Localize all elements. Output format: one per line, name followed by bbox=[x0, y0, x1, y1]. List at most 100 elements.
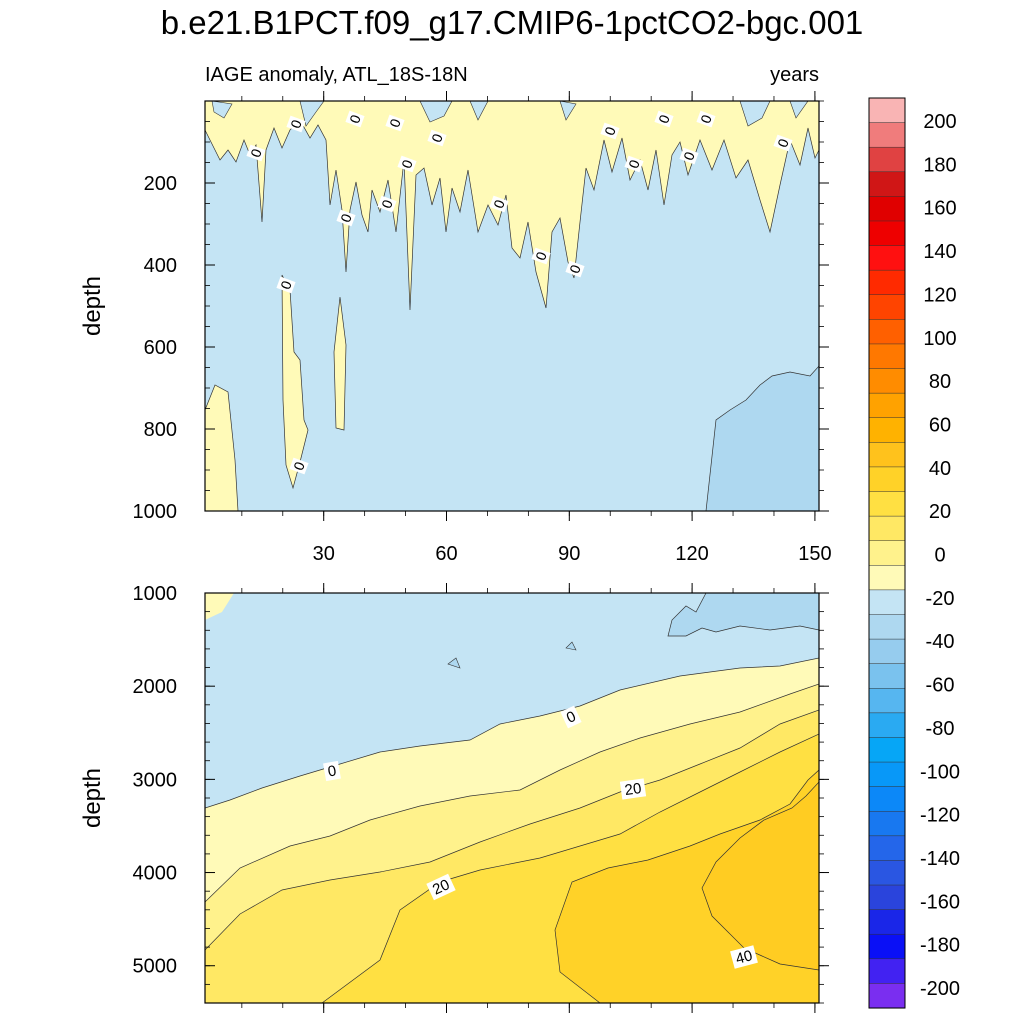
upper-positive-column bbox=[333, 296, 347, 431]
y-tick-label: 3000 bbox=[133, 769, 178, 791]
colorbar-swatch bbox=[868, 97, 906, 124]
colorbar-swatch bbox=[868, 269, 906, 296]
colorbar-label: 0 bbox=[934, 545, 945, 567]
colorbar-label: 200 bbox=[923, 111, 956, 133]
svg-text:40: 40 bbox=[734, 947, 755, 968]
upper-blue-pocket bbox=[559, 101, 577, 121]
y-tick-label: 1000 bbox=[133, 583, 178, 605]
contour-label: 0 bbox=[323, 760, 341, 782]
upper-positive-column bbox=[205, 384, 239, 511]
y-tick-label: 4000 bbox=[133, 863, 178, 885]
colorbar-swatch bbox=[868, 540, 906, 566]
colorbar-frame bbox=[868, 97, 906, 1009]
contour-label: 0 bbox=[696, 110, 716, 128]
contour-label: 0 bbox=[385, 114, 405, 132]
colorbar-label: -100 bbox=[920, 761, 960, 783]
contour-label: 0 bbox=[377, 195, 397, 213]
colorbar-swatch bbox=[868, 146, 906, 173]
colorbar-swatch bbox=[868, 983, 906, 1009]
colorbar-swatch bbox=[868, 319, 906, 345]
colorbar-swatch bbox=[868, 958, 906, 984]
colorbar-label: -20 bbox=[926, 588, 955, 610]
chart-title: b.e21.B1PCT.f09_g17.CMIP6-1pctCO2-bgc.00… bbox=[160, 4, 864, 41]
colorbar-swatch bbox=[868, 933, 906, 960]
colorbar-label: 180 bbox=[923, 154, 956, 176]
lower-negative-spot bbox=[565, 641, 577, 651]
upper-panel-plot bbox=[205, 101, 819, 511]
colorbar-swatch bbox=[868, 491, 906, 517]
colorbar-swatch bbox=[868, 589, 906, 616]
colorbar-label: 160 bbox=[923, 198, 956, 220]
colorbar-swatch bbox=[868, 294, 906, 320]
colorbar-label: -180 bbox=[920, 935, 960, 957]
x-tick-label: 90 bbox=[558, 543, 580, 565]
colorbar-swatch bbox=[868, 810, 906, 837]
lower-contour-labels: 0 0 20 20 40 bbox=[323, 705, 758, 969]
colorbar-label: 140 bbox=[923, 241, 956, 263]
y-tick-label: 600 bbox=[144, 337, 177, 359]
contour-label: 0 bbox=[600, 122, 620, 140]
lower-axes: 1000 20 0 0 3000 4000 5000 bbox=[133, 583, 829, 1013]
colorbar-swatch bbox=[868, 638, 906, 665]
colorbar-swatch bbox=[868, 688, 906, 714]
colorbar-label: 20 bbox=[929, 501, 951, 523]
x-tick-label: 120 bbox=[675, 543, 708, 565]
colorbar: 200180160140120100806040200-20-40-60-80-… bbox=[868, 97, 960, 1009]
colorbar-label: -40 bbox=[926, 631, 955, 653]
y-tick-label: 200 bbox=[144, 173, 177, 195]
upper-axes: 200 400 600 800 1000 bbox=[133, 91, 829, 523]
colorbar-label: -120 bbox=[920, 805, 960, 827]
upper-blue-pocket bbox=[299, 101, 325, 127]
upper-negative-region bbox=[705, 365, 819, 511]
colorbar-swatch bbox=[868, 515, 906, 542]
contour-label: 0 bbox=[560, 705, 582, 729]
y-tick-label: 400 bbox=[144, 255, 177, 277]
contour-label: 0 bbox=[679, 147, 699, 165]
lower-negative-spot bbox=[447, 657, 461, 669]
colorbar-swatch bbox=[868, 712, 906, 739]
upper-blue-pocket bbox=[211, 101, 233, 119]
colorbar-label: 80 bbox=[929, 371, 951, 393]
lower-positive-corner bbox=[205, 593, 234, 620]
colorbar-label: 60 bbox=[929, 414, 951, 436]
colorbar-swatch bbox=[868, 565, 906, 591]
svg-text:20: 20 bbox=[624, 780, 643, 799]
contour-label: 0 bbox=[624, 155, 644, 173]
contour-label: 20 bbox=[426, 873, 456, 901]
lower-panel-plot bbox=[205, 593, 819, 1003]
x-tick-label: 150 bbox=[798, 543, 831, 565]
colorbar-label: -60 bbox=[926, 675, 955, 697]
contour-label: 0 bbox=[246, 144, 266, 162]
contour-label: 0 bbox=[565, 260, 585, 278]
upper-y-axis-label: depth bbox=[79, 276, 106, 336]
colorbar-label: 100 bbox=[923, 328, 956, 350]
colorbar-swatch bbox=[868, 761, 906, 788]
contour-label: 0 bbox=[397, 155, 417, 173]
lower-negative-region bbox=[667, 593, 819, 637]
colorbar-swatch bbox=[868, 614, 906, 640]
contour-label: 0 bbox=[654, 110, 674, 128]
upper-positive-column bbox=[281, 274, 309, 490]
colorbar-swatch bbox=[868, 417, 906, 443]
colorbar-swatch bbox=[868, 368, 906, 394]
upper-blue-pocket bbox=[469, 101, 489, 121]
colorbar-swatch bbox=[868, 860, 906, 886]
contour-label: 20 bbox=[619, 778, 647, 800]
colorbar-swatch bbox=[868, 786, 906, 812]
colorbar-swatch bbox=[868, 909, 906, 935]
colorbar-label: 40 bbox=[929, 458, 951, 480]
y-tick-label: 5000 bbox=[133, 956, 178, 978]
upper-blue-pocket bbox=[419, 101, 453, 123]
colorbar-swatch bbox=[868, 343, 906, 370]
subtitle-left: IAGE anomaly, ATL_18S-18N bbox=[205, 64, 468, 86]
colorbar-swatch bbox=[868, 466, 906, 493]
colorbar-label: -200 bbox=[920, 978, 960, 1000]
colorbar-swatch bbox=[868, 663, 906, 689]
x-tick-labels: 30 60 90 120 150 bbox=[313, 543, 832, 565]
colorbar-label: -160 bbox=[920, 891, 960, 913]
svg-text:20: 20 bbox=[430, 876, 452, 898]
colorbar-label: -80 bbox=[926, 718, 955, 740]
colorbar-swatch bbox=[868, 884, 906, 911]
